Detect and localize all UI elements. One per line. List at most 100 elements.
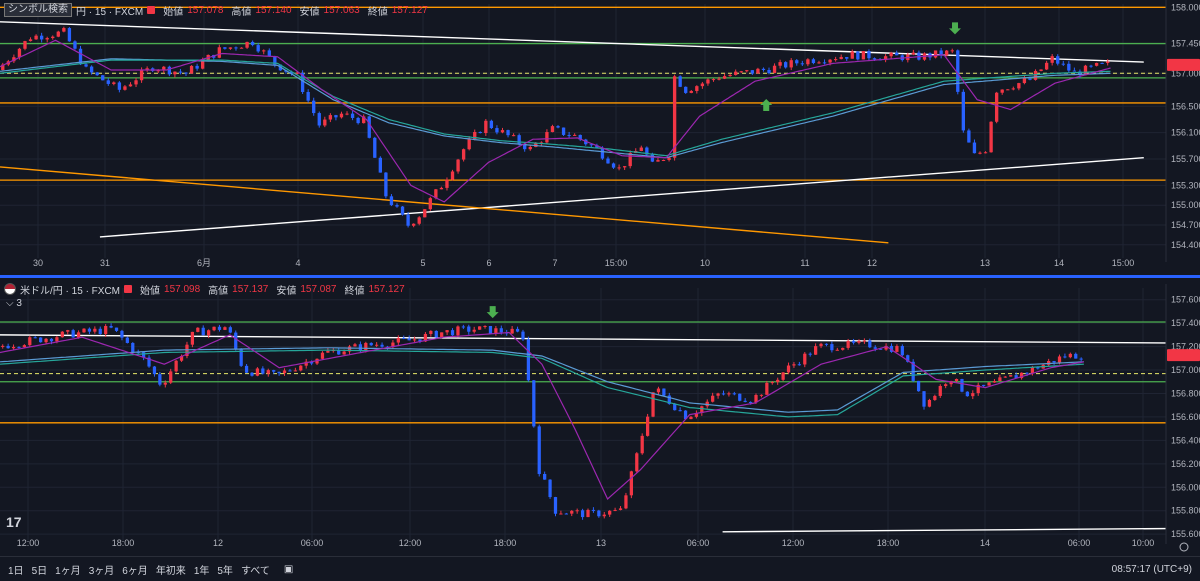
candle <box>239 47 244 49</box>
candle <box>640 435 644 454</box>
y-tick-label: 155.600 <box>1171 529 1200 539</box>
pane2-high-value: 157.137 <box>232 283 269 295</box>
candle <box>589 144 593 146</box>
candle <box>861 51 866 60</box>
candle <box>51 36 55 39</box>
candle <box>922 391 926 407</box>
pane1-close-label: 終値 <box>367 6 388 18</box>
candle <box>499 328 503 333</box>
range-5y[interactable]: 5年 <box>217 565 233 577</box>
range-1d[interactable]: 1日 <box>8 565 24 577</box>
candle <box>597 510 601 517</box>
candle <box>628 152 632 167</box>
range-all[interactable]: すべて <box>240 565 270 577</box>
candle <box>417 217 421 224</box>
candle <box>972 142 977 154</box>
ma-slow-line <box>0 59 1111 157</box>
candle <box>754 394 758 403</box>
candle <box>22 345 27 348</box>
candle <box>488 325 493 334</box>
candle <box>411 223 416 226</box>
y-tick-label: 155.800 <box>1171 506 1200 516</box>
candle <box>367 116 371 138</box>
range-1y[interactable]: 1年 <box>193 565 210 577</box>
candle <box>163 382 167 385</box>
candle <box>87 328 92 332</box>
candle <box>1039 69 1043 71</box>
pane2-close-value: 157.127 <box>368 283 405 295</box>
indicator-toggle[interactable]: ⌵ 3 <box>6 298 22 309</box>
candle <box>450 330 455 336</box>
candle <box>201 327 205 336</box>
candle <box>378 157 383 173</box>
candle <box>656 160 660 162</box>
candle <box>761 68 766 71</box>
x-tick-label: 12:00 <box>782 538 805 548</box>
candle <box>879 348 883 350</box>
candle <box>440 332 444 338</box>
x-tick-label: 11 <box>800 258 809 268</box>
candle <box>174 360 178 372</box>
ma-fast-line <box>0 331 1085 500</box>
candle <box>617 167 621 169</box>
y-tick-label: 156.200 <box>1171 459 1200 469</box>
candle <box>857 340 861 343</box>
candle <box>114 327 119 331</box>
x-tick-label: 14 <box>1054 258 1064 268</box>
candle <box>673 403 677 411</box>
range-ytd[interactable]: 年初来 <box>155 565 186 577</box>
candle <box>456 326 460 336</box>
candle <box>1 64 5 70</box>
candle <box>120 330 124 338</box>
candle <box>356 117 360 124</box>
candle <box>850 51 854 59</box>
x-tick-label: 5 <box>420 258 425 268</box>
candle <box>288 370 292 372</box>
candle <box>266 370 270 374</box>
candle <box>477 326 482 330</box>
pane2-symbol: 米ドル/円 · 15 · FXCM <box>20 285 121 297</box>
symbol-search-box[interactable]: シンボル検索 <box>4 3 72 17</box>
candle <box>772 65 777 74</box>
tradingview-logo[interactable]: 17 <box>6 514 22 530</box>
range-5d[interactable]: 5日 <box>31 565 48 577</box>
candle <box>326 350 330 353</box>
candle <box>389 196 394 206</box>
candle <box>722 76 727 79</box>
settings-gear-icon[interactable] <box>1179 542 1189 552</box>
candle <box>334 115 338 118</box>
pane1-high-value: 157.140 <box>255 4 292 16</box>
price-axis-bg <box>1166 0 1200 262</box>
candle <box>933 50 938 58</box>
range-3m[interactable]: 3ヶ月 <box>88 565 115 577</box>
range-1m[interactable]: 1ヶ月 <box>55 565 81 577</box>
x-tick-label: 12 <box>867 258 877 268</box>
candle <box>595 145 599 148</box>
candle <box>6 345 10 349</box>
pane1-header: シンボル検索 円 · 15 · FXCM 始値 157.078 高値 157.1… <box>0 2 428 18</box>
date-range-icon[interactable]: ▣ <box>283 563 294 575</box>
trend-line <box>0 21 1144 63</box>
candle <box>56 31 60 37</box>
x-tick-label: 13 <box>596 538 606 548</box>
candle <box>353 344 357 347</box>
candle <box>989 121 993 153</box>
candle <box>803 353 807 365</box>
candle <box>117 82 122 90</box>
ma-fast-line <box>0 39 1111 203</box>
candle <box>200 60 205 69</box>
pane1-open-value: 157.078 <box>187 4 224 16</box>
candle <box>700 406 704 414</box>
candle <box>808 353 812 355</box>
candle <box>12 57 16 62</box>
pane-separator[interactable] <box>0 275 1200 278</box>
candle <box>510 328 514 334</box>
candle <box>727 393 731 395</box>
candle <box>992 381 997 383</box>
ma-slow-line <box>0 349 1084 418</box>
candle <box>987 382 991 386</box>
candle <box>28 39 33 42</box>
range-6m[interactable]: 6ヶ月 <box>122 565 148 577</box>
candle <box>342 351 346 355</box>
candle <box>851 340 856 343</box>
